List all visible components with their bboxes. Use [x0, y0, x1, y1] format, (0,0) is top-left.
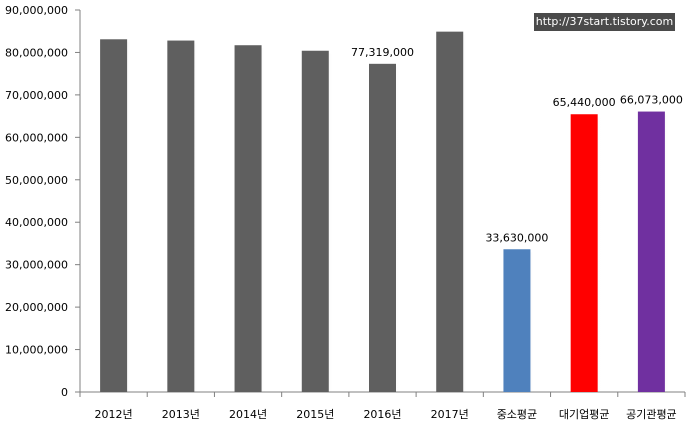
data-label: 65,440,000: [553, 96, 616, 109]
x-tick-label: 2014년: [229, 408, 267, 421]
y-tick-label: 70,000,000: [5, 89, 68, 102]
axes: 0 10,000,000 20,000,000 30,000,000 40,000,00…: [5, 4, 686, 399]
x-tick-label: 2017년: [431, 408, 469, 421]
bar: [570, 114, 598, 392]
y-tick-label: 60,000,000: [5, 131, 68, 144]
y-tick-label: 20,000,000: [5, 301, 68, 314]
bar: [503, 249, 531, 392]
bar: [637, 111, 665, 392]
bar: [369, 63, 396, 393]
bar: [100, 39, 128, 392]
bar: [436, 31, 464, 392]
x-tick-label: 2015년: [296, 408, 334, 421]
bar: [234, 45, 262, 393]
y-tick-label: 30,000,000: [5, 259, 68, 272]
x-tick-label: 공기관평균: [626, 408, 677, 421]
y-tick-label: 80,000,000: [5, 46, 68, 59]
watermark: http://37start.tistory.com: [534, 13, 675, 31]
y-tick-label: 90,000,000: [5, 4, 68, 17]
bar: [301, 50, 329, 392]
data-label: 33,630,000: [485, 231, 548, 244]
x-tick-label: 2016년: [363, 408, 401, 421]
bar: [167, 40, 195, 393]
x-tick-label: 중소평균: [497, 408, 537, 421]
labels: 2012년 2013년 2014년 2015년 2016년 77,319,000 2017년…: [95, 46, 683, 421]
data-label: 77,319,000: [351, 46, 414, 59]
x-tick-label: 대기업평균: [559, 408, 610, 421]
data-label: 66,073,000: [620, 94, 683, 107]
y-tick-label: 40,000,000: [5, 216, 68, 229]
y-tick-label: 50,000,000: [5, 174, 68, 187]
y-tick-label: 10,000,000: [5, 344, 68, 357]
bars: [100, 31, 668, 393]
x-tick-label: 2012년: [95, 408, 133, 421]
y-tick-label: 0: [61, 386, 68, 399]
x-tick-label: 2013년: [162, 408, 200, 421]
